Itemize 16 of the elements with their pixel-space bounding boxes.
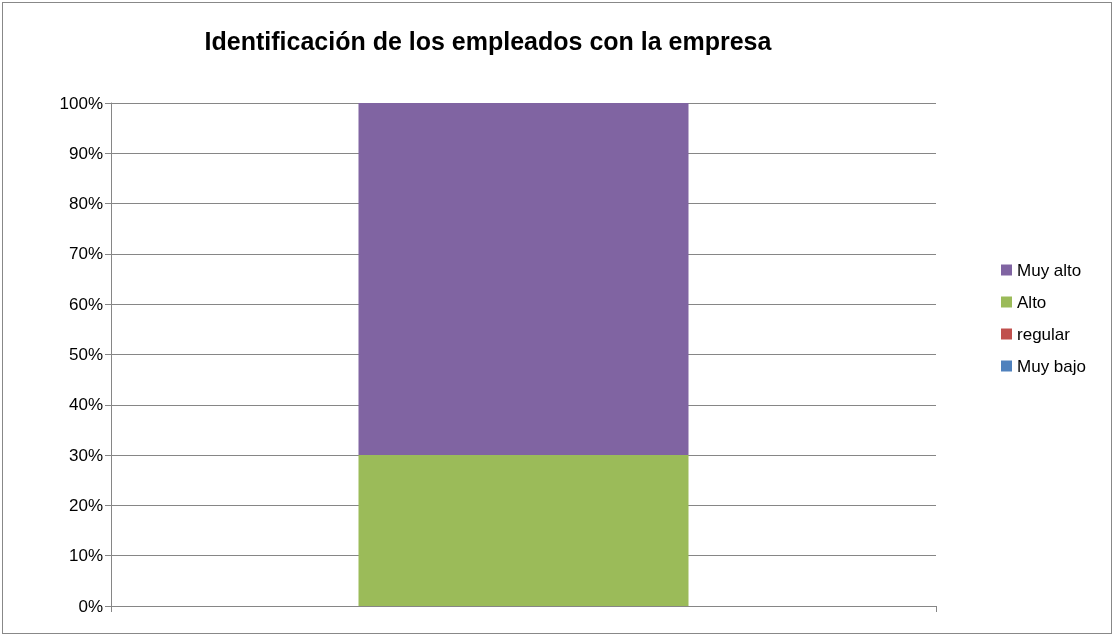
legend-label: Muy bajo [1017,356,1086,376]
y-tick-label: 50% [68,345,103,364]
chart-title: Identificación de los empleados con la empresa [204,26,773,55]
y-tick-label: 10% [68,546,103,566]
y-tick-label: 20% [68,495,103,515]
legend-label: regular [1017,324,1071,344]
legend-label: Muy alto [1017,260,1082,280]
y-tick-label: 90% [68,143,103,163]
y-tick-label: 100% [59,93,103,113]
y-tick-label: 60% [68,294,103,314]
y-tick-label: 80% [68,194,103,214]
y-tick-label: 40% [68,395,103,415]
y-tick-label: 70% [68,244,103,264]
y-tick-label: 30% [68,445,103,465]
y-tick-label: 0% [78,596,103,616]
legend-label: Alto [1017,292,1047,312]
